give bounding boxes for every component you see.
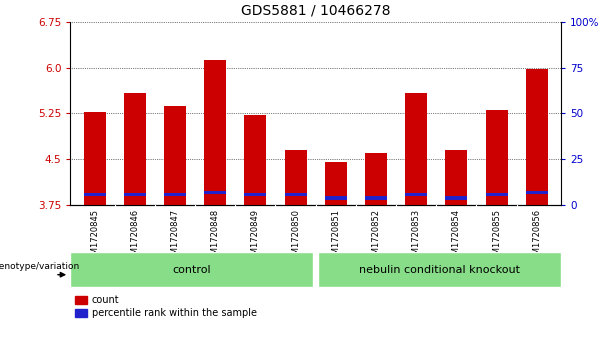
Bar — [124, 192, 146, 196]
Bar — [526, 69, 548, 205]
Text: GSM1720848: GSM1720848 — [211, 209, 219, 265]
Text: GSM1720846: GSM1720846 — [131, 209, 139, 265]
Bar — [245, 115, 267, 205]
Text: GSM1720856: GSM1720856 — [532, 209, 541, 265]
Bar — [83, 111, 105, 205]
Text: GSM1720847: GSM1720847 — [170, 209, 180, 265]
Bar — [164, 192, 186, 196]
Text: GSM1720852: GSM1720852 — [371, 209, 381, 265]
Legend: count, percentile rank within the sample: count, percentile rank within the sample — [75, 295, 257, 318]
Bar — [124, 93, 146, 205]
Text: GSM1720855: GSM1720855 — [492, 209, 501, 265]
Bar — [445, 150, 468, 205]
Bar — [365, 196, 387, 200]
Bar — [325, 162, 347, 205]
Text: GSM1720853: GSM1720853 — [412, 209, 421, 265]
Text: control: control — [172, 265, 211, 274]
Bar — [445, 196, 468, 200]
Bar — [164, 106, 186, 205]
Bar — [204, 191, 226, 194]
Bar — [365, 153, 387, 205]
Text: genotype/variation: genotype/variation — [0, 262, 80, 270]
Bar — [405, 192, 427, 196]
Text: GSM1720845: GSM1720845 — [90, 209, 99, 265]
Bar — [405, 93, 427, 205]
Text: nebulin conditional knockout: nebulin conditional knockout — [359, 265, 520, 274]
Bar — [284, 150, 306, 205]
Text: GSM1720854: GSM1720854 — [452, 209, 461, 265]
Bar — [526, 191, 548, 194]
Bar — [318, 252, 561, 287]
Text: GSM1720849: GSM1720849 — [251, 209, 260, 265]
Text: GSM1720851: GSM1720851 — [331, 209, 340, 265]
Bar — [485, 192, 508, 196]
Bar — [70, 252, 313, 287]
Bar — [83, 192, 105, 196]
Bar — [204, 60, 226, 205]
Text: GSM1720850: GSM1720850 — [291, 209, 300, 265]
Bar — [245, 192, 267, 196]
Bar — [284, 192, 306, 196]
Bar — [485, 110, 508, 205]
Title: GDS5881 / 10466278: GDS5881 / 10466278 — [241, 4, 390, 18]
Bar — [325, 196, 347, 200]
